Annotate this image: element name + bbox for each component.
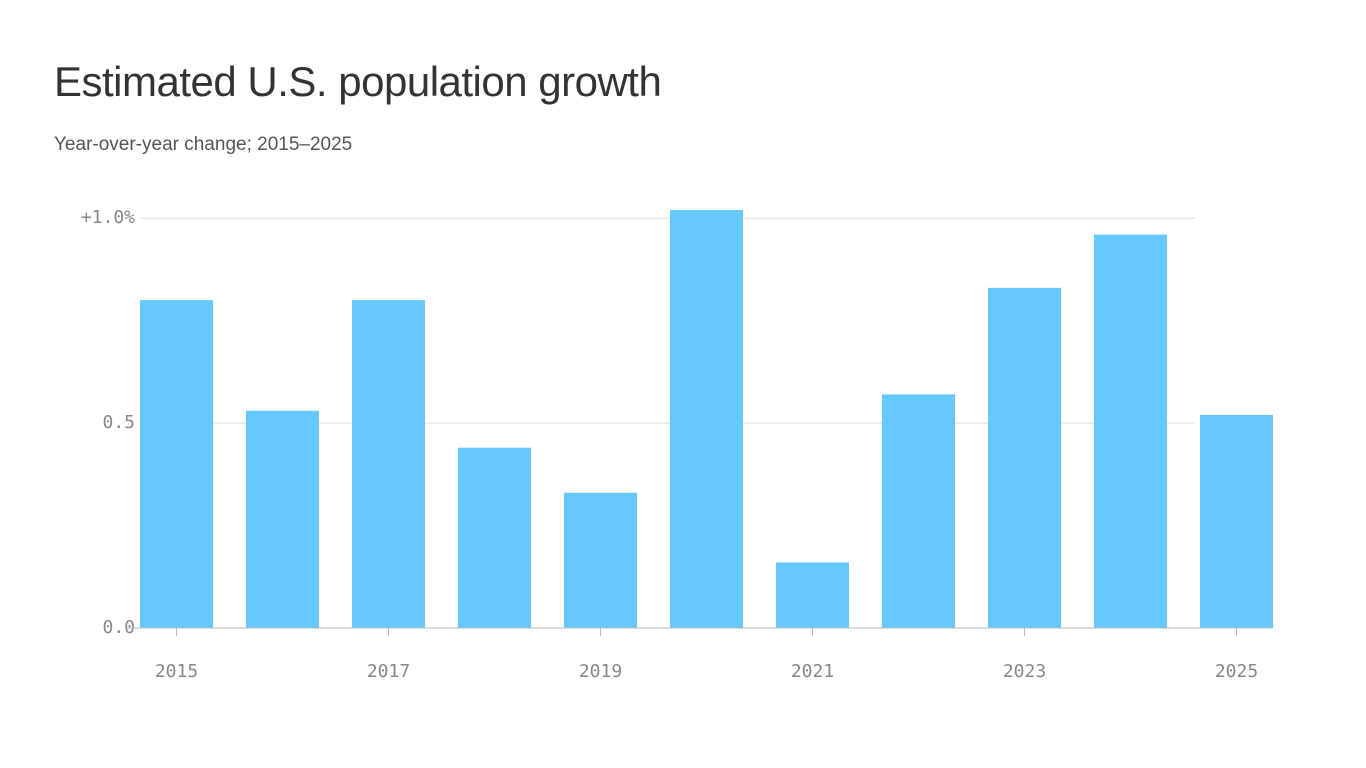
x-tick-label: 2021 [791, 661, 834, 682]
bar [1094, 234, 1167, 628]
bar [882, 394, 955, 628]
x-tick-label: 2023 [1003, 661, 1046, 682]
y-tick-label: +1.0% [81, 207, 135, 228]
bar [246, 410, 319, 628]
chart-title: Estimated U.S. population growth [54, 58, 661, 105]
y-tick-label: 0.0 [102, 617, 135, 638]
x-tick-label: 2015 [155, 661, 198, 682]
bar [352, 300, 425, 628]
y-tick-label: 0.5 [102, 412, 135, 433]
x-tick-label: 2017 [367, 661, 410, 682]
x-tick-label: 2025 [1215, 661, 1258, 682]
x-tick-label: 2019 [579, 661, 622, 682]
bar [988, 287, 1061, 628]
bar [1200, 414, 1273, 628]
bar [140, 300, 213, 628]
bar [670, 210, 743, 628]
bar [776, 562, 849, 628]
chart-subtitle: Year-over-year change; 2015–2025 [54, 134, 352, 155]
bar [564, 492, 637, 628]
bar [458, 447, 531, 628]
